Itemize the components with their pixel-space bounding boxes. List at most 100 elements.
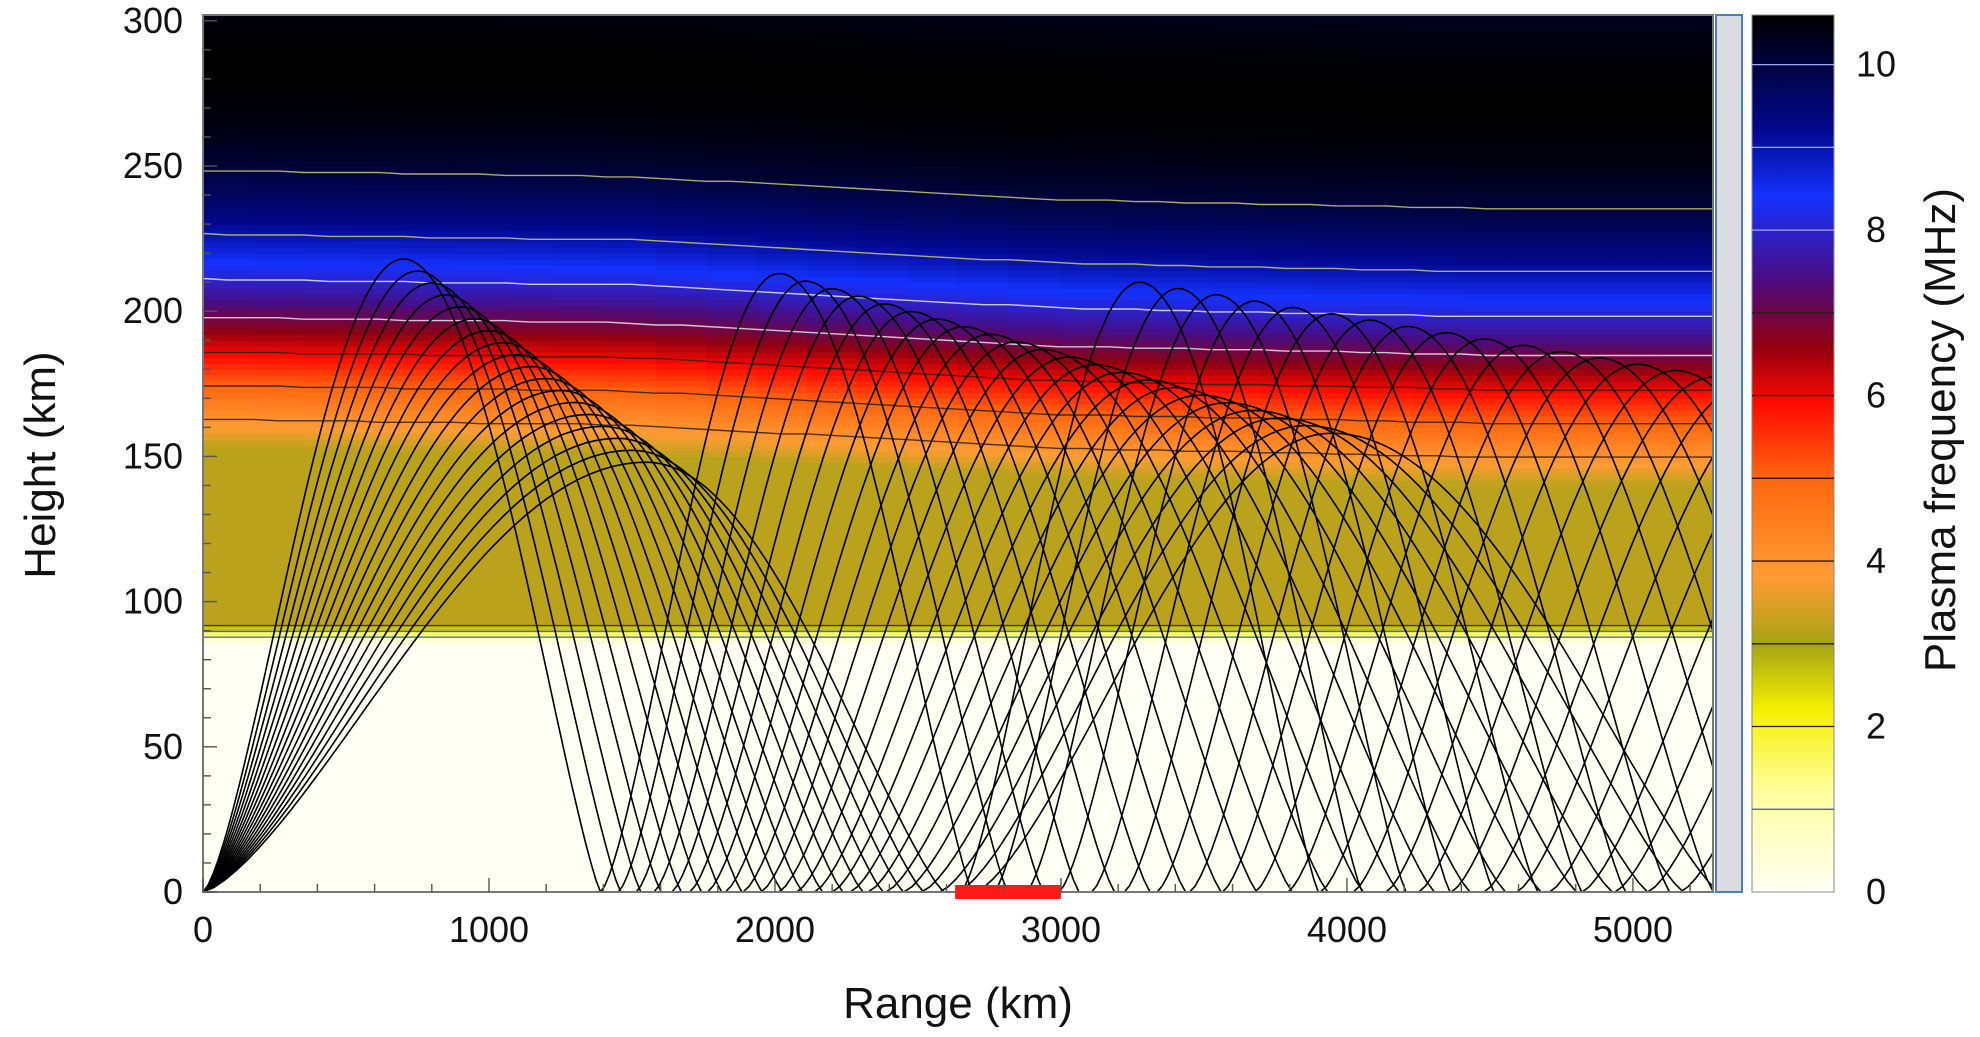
heatmap-cell [454,752,506,760]
heatmap-cell [203,113,254,121]
heatmap-cell [1008,613,1060,620]
heatmap-cell [706,287,758,295]
colorbar-contour-levels [1752,63,1834,810]
heatmap-cell [354,531,405,539]
heatmap-cell [907,642,959,649]
heatmap-cell [354,659,405,667]
heatmap-cell [303,874,355,881]
heatmap-cell [555,653,607,661]
heatmap-cell [1209,613,1261,620]
heatmap-cell [1008,531,1060,539]
heatmap-cell [1159,677,1211,684]
heatmap-cell [958,595,1009,603]
heatmap-cell [555,508,607,516]
heatmap-cell [203,125,254,132]
heatmap-cell [354,154,405,161]
heatmap-cell [1562,886,1613,892]
heatmap-cell [1260,473,1311,481]
heatmap-cell [1612,775,1664,783]
heatmap-cell [857,543,909,550]
heatmap-cell [1360,415,1412,423]
heatmap-cell [555,804,607,812]
heatmap-cell [656,195,707,202]
heatmap-cell [1562,799,1613,806]
heatmap-cell [1058,729,1110,736]
heatmap-cell [756,868,808,876]
heatmap-cell [1360,380,1412,388]
heatmap-cell [756,746,808,754]
heatmap-cell [1612,636,1664,643]
heatmap-cell [203,241,254,248]
heatmap-cell [505,758,556,765]
heatmap-cell [1008,160,1060,167]
heatmap-cell [807,758,858,765]
heatmap-cell [1260,166,1311,173]
heatmap-cell [807,282,858,289]
heatmap-cell [505,543,556,550]
heatmap-cell [354,468,405,475]
heatmap-cell [1058,142,1110,150]
heatmap-cell [1562,253,1613,260]
heatmap-cell [404,177,456,185]
heatmap-cell [1612,409,1664,417]
heatmap-cell [1360,357,1412,365]
heatmap-cell [958,502,1009,510]
heatmap-cell [1058,125,1110,132]
heatmap-cell [1159,549,1211,556]
heatmap-cell [555,764,607,771]
heatmap-cell [756,32,808,39]
heatmap-cell [1411,740,1462,748]
heatmap-cell [404,735,456,742]
heatmap-cell [706,253,758,260]
heatmap-cell [505,514,556,521]
heatmap-cell [253,84,305,92]
heatmap-cell [1209,49,1261,57]
heatmap-cell [1461,862,1513,870]
heatmap-cell [907,183,959,190]
heatmap-cell [605,142,657,150]
heatmap-cell [605,630,657,638]
heatmap-cell [756,421,808,428]
heatmap-cell [1411,270,1462,277]
heatmap-cell [1310,136,1362,144]
heatmap-cell [1662,224,1713,231]
heatmap-cell [1310,322,1362,330]
heatmap-cell [857,363,909,370]
heatmap-cell [454,113,506,121]
heatmap-cell [907,334,959,341]
heatmap-cell [857,154,909,161]
scroll-handle[interactable] [1715,14,1743,893]
heatmap-cell [1411,886,1462,892]
heatmap-cell [203,160,254,167]
heatmap-cell [1310,828,1362,835]
heatmap-cell [605,764,657,771]
heatmap-cell [605,857,657,864]
heatmap-cell [1260,816,1311,823]
heatmap-cell [1008,357,1060,365]
heatmap-cell [505,142,556,150]
heatmap-cell [1008,49,1060,57]
heatmap-cell [1360,880,1412,887]
heatmap-cell [1360,630,1412,638]
heatmap-cell [1109,166,1160,173]
contour-line [203,170,1713,210]
heatmap-cell [203,357,254,365]
colorbar-tick-label: 8 [1866,209,1886,250]
heatmap-cell [253,386,305,394]
heatmap-cell [756,822,808,829]
heatmap-cell [1612,607,1664,614]
heatmap-cell [354,706,405,713]
heatmap-cell [1209,55,1261,63]
heatmap-cell [1008,682,1060,690]
heatmap-cell [1008,322,1060,330]
heatmap-cell [1260,543,1311,550]
heatmap-cell [354,380,405,388]
heatmap-cell [1058,15,1110,22]
heatmap-cell [706,549,758,556]
heatmap-cell [1511,479,1563,487]
heatmap-cell [1360,160,1412,167]
heatmap-cell [1109,729,1160,736]
heatmap-cell [1562,328,1613,336]
heatmap-cell [505,96,556,103]
heatmap-cell [354,276,405,283]
